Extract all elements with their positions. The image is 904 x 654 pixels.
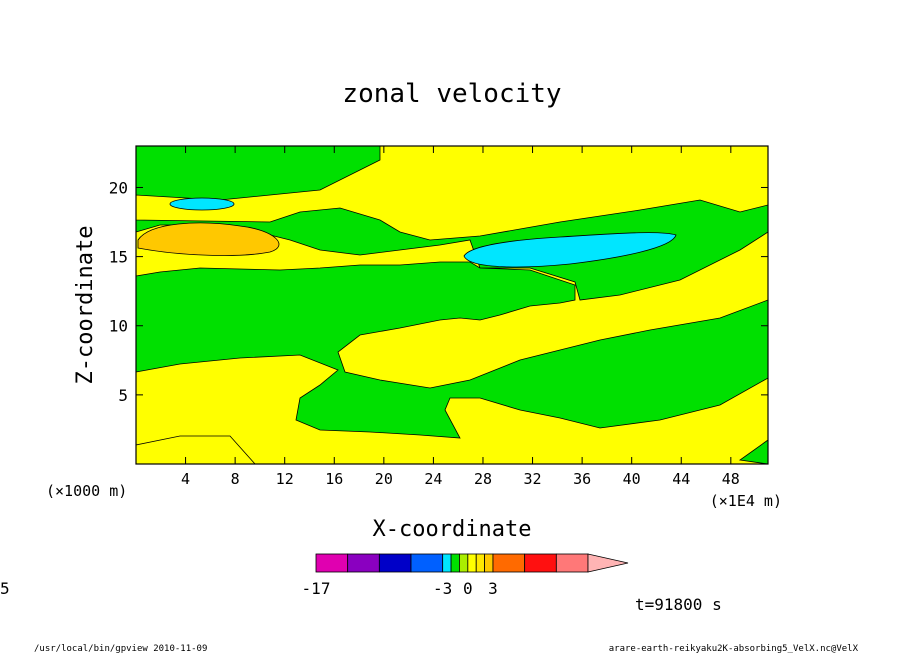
y-tick-label: 10 (109, 317, 128, 336)
colorbar-extend-arrow (587, 553, 629, 573)
y-tick-label: 5 (118, 386, 128, 405)
x-tick-label: 12 (276, 470, 294, 488)
colorbar-segment (484, 553, 494, 573)
x-unit-right: (×1E4 m) (710, 492, 782, 510)
footer-right: arare-earth-reikyaku2K-absorbing5_VelX.n… (609, 644, 859, 654)
x-tick-label: 20 (375, 470, 393, 488)
colorbar-segment (410, 553, 444, 573)
colorbar-segment (555, 553, 589, 573)
y-tick-label: 15 (109, 248, 128, 267)
colorbar-segment (467, 553, 477, 573)
colorbar-segment (475, 553, 486, 573)
x-tick-label: 32 (524, 470, 542, 488)
y-axis: 5 10 15 20 (109, 178, 768, 405)
x-unit-left: (×1000 m) (46, 482, 127, 500)
field-orange-patch (137, 222, 280, 256)
contour-field (135, 145, 769, 465)
x-tick-label: 8 (231, 470, 240, 488)
colorbar-tick-label: -3 (433, 579, 452, 598)
y-axis-label: Z-coordinate (73, 226, 98, 385)
field-yellow-upper (135, 145, 769, 241)
plot-frame (135, 145, 769, 465)
colorbar: -17 -3 03 15 (0, 553, 629, 598)
colorbar-segment (442, 553, 452, 573)
y-tick-label: 20 (109, 178, 128, 197)
field-yellow-middle (135, 224, 769, 389)
field-cyan-large (463, 232, 677, 268)
colorbar-tick-label: 15 (0, 579, 10, 598)
x-tick-label: 36 (573, 470, 591, 488)
colorbar-segment (492, 553, 526, 573)
x-axis-label: X-coordinate (373, 517, 532, 542)
x-axis: 4 8 12 16 20 24 28 32 36 40 44 48 (181, 146, 740, 488)
x-tick-label: 4 (181, 470, 190, 488)
colorbar-segment (450, 553, 460, 573)
x-tick-label: 44 (672, 470, 690, 488)
x-tick-label: 28 (474, 470, 492, 488)
colorbar-segment (459, 553, 469, 573)
footer-left: /usr/local/bin/gpview 2010-11-09 (34, 644, 207, 654)
chart-title: zonal velocity (342, 79, 561, 109)
colorbar-segment (347, 553, 380, 573)
x-tick-label: 48 (722, 470, 740, 488)
colorbar-segment (315, 553, 349, 573)
colorbar-segment (378, 553, 412, 573)
time-label: t=91800 s (635, 595, 722, 614)
x-tick-label: 40 (623, 470, 641, 488)
colorbar-tick-label: 3 (488, 579, 498, 598)
field-cyan-small (169, 197, 235, 211)
colorbar-tick-label: -17 (302, 579, 331, 598)
x-tick-label: 16 (325, 470, 343, 488)
colorbar-segment (524, 553, 557, 573)
x-tick-label: 24 (424, 470, 442, 488)
colorbar-tick-label: 0 (463, 579, 473, 598)
